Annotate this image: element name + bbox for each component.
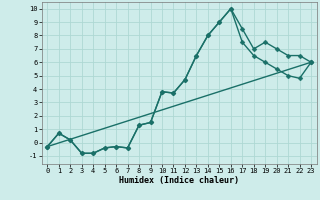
X-axis label: Humidex (Indice chaleur): Humidex (Indice chaleur) [119, 176, 239, 185]
